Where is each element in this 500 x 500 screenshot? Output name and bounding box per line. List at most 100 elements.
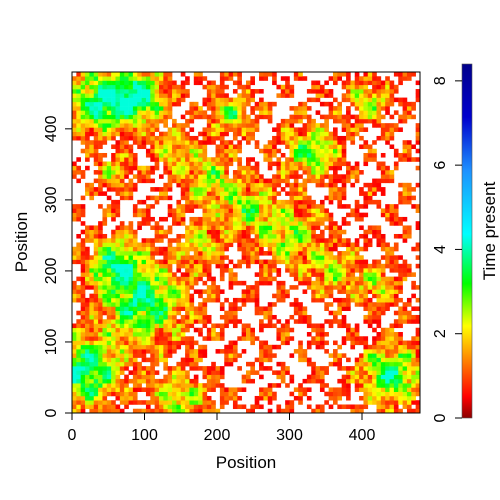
heatmap-cell [189,106,195,111]
heatmap-cell [324,131,329,137]
heatmap-cell [128,238,134,243]
heatmap-cell [76,370,81,375]
heatmap-cell [372,306,377,311]
heatmap-cell [137,84,142,90]
heatmap-cell [402,191,408,196]
heatmap-cell [267,276,273,282]
heatmap-cell [102,378,108,384]
heatmap-cell [115,157,121,162]
heatmap-cell [372,80,377,86]
heatmap-cell [411,357,416,363]
heatmap-cell [224,84,229,90]
heatmap-cell [185,118,190,124]
heatmap-cell [115,101,121,107]
heatmap-cell [224,216,229,222]
heatmap-cell [219,161,225,167]
heatmap-cell [167,80,173,86]
heatmap-cell [280,332,286,337]
heatmap-cell [359,387,364,392]
heatmap-cell [145,89,151,94]
heatmap-cell [224,349,229,354]
heatmap-cell [346,221,351,226]
heatmap-cell [102,114,108,120]
heatmap-cell [298,187,303,192]
heatmap-cell [393,268,399,273]
heatmap-cell [215,289,221,294]
heatmap-cell [319,101,325,107]
heatmap-cell [402,97,408,103]
heatmap-cell [180,374,186,380]
heatmap-cell [189,118,195,124]
heatmap-cell [176,131,182,137]
heatmap-cell [406,199,412,205]
heatmap-cell [376,161,382,167]
heatmap-cell [363,349,369,354]
heatmap-cell [280,93,286,98]
heatmap-cell [202,314,208,320]
heatmap-cell [293,216,299,222]
heatmap-cell [385,353,390,358]
heatmap-cell [80,336,86,341]
heatmap-cell [311,366,316,371]
heatmap-cell [406,297,412,303]
heatmap-cell [172,349,177,354]
heatmap-cell [285,263,290,269]
heatmap-cell [350,114,356,120]
heatmap-cell [402,340,408,346]
heatmap-cell [298,208,303,213]
heatmap-cell [76,285,81,290]
heatmap-cell [206,263,212,269]
heatmap-cell [263,221,269,226]
heatmap-cell [72,97,77,103]
heatmap-cell [306,246,312,252]
heatmap-cell [298,276,303,282]
heatmap-cell [315,178,321,184]
heatmap-cell [163,349,168,354]
heatmap-cell [389,353,395,358]
heatmap-cell [163,378,168,384]
heatmap-cell [398,353,403,358]
heatmap-cell [189,101,195,107]
heatmap-cell [211,114,216,120]
heatmap-cell [163,404,168,410]
heatmap-cell [232,152,238,158]
heatmap-cell [280,366,286,371]
heatmap-cell [224,242,229,248]
heatmap-cell [359,374,364,380]
heatmap-cell [128,161,134,167]
heatmap-cell [132,89,138,94]
heatmap-cell [406,395,412,401]
heatmap-cell [132,152,138,158]
plot-frame [71,71,421,414]
heatmap-cell [219,135,225,141]
heatmap-cell [393,276,399,282]
heatmap-cell [341,314,347,320]
heatmap-cell [180,383,186,388]
heatmap-cell [185,370,190,375]
heatmap-cell [159,336,164,341]
heatmap-cell [380,297,386,303]
heatmap-cell [389,391,395,397]
heatmap-cell [98,285,103,290]
heatmap-cell [128,280,134,286]
heatmap-cell [293,127,299,132]
heatmap-cell [376,408,382,413]
heatmap-cell [354,89,360,94]
heatmap-cell [315,404,321,410]
heatmap-cell [111,332,116,337]
heatmap-cell [341,84,347,90]
heatmap-cell [367,144,373,150]
heatmap-cell [250,212,255,218]
heatmap-cell [228,361,234,367]
heatmap-cell [128,187,134,192]
heatmap-cell [119,395,125,401]
heatmap-cell [402,195,408,201]
heatmap-cell [398,280,403,286]
heatmap-cell [280,216,286,222]
heatmap-cell [285,383,290,388]
heatmap-cell [176,336,182,341]
heatmap-cell [272,238,277,243]
heatmap-cell [106,306,112,311]
heatmap-cell [315,344,321,350]
heatmap-cell [80,349,86,354]
